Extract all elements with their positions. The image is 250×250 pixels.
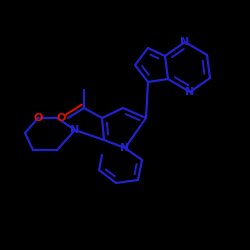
Text: N: N: [120, 143, 130, 153]
Text: N: N: [186, 87, 194, 97]
Text: O: O: [56, 113, 66, 123]
Text: N: N: [70, 125, 80, 135]
Text: O: O: [33, 113, 43, 123]
Text: N: N: [180, 37, 190, 47]
